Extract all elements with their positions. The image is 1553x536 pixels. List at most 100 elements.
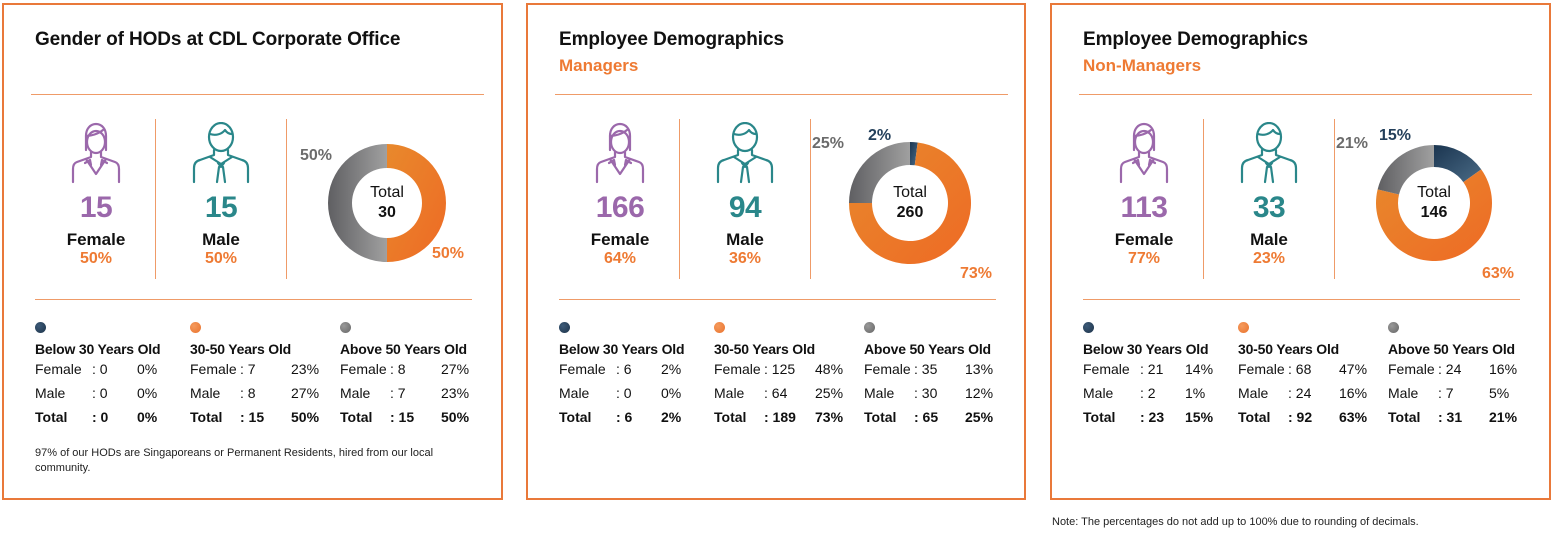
row-percent: 25% [965, 409, 994, 425]
age-donut-chart: Total 260 2% 73% 25% [812, 115, 1018, 295]
male-person-icon [1240, 122, 1298, 184]
donut-total-label: Total [893, 184, 927, 201]
donut-label-30-50-years-old: 50% [432, 245, 465, 262]
legend-dot-below-30 [559, 322, 570, 333]
donut-center-total: Total 260 [870, 183, 950, 223]
donut-total-value: 30 [378, 204, 396, 221]
age-row-total: Total: 189 73% [714, 405, 843, 429]
female-label: Female [1114, 230, 1174, 249]
row-key: Female [1388, 361, 1435, 377]
age-group-30-50: 30-50 Years Old Female: 68 47% Male: 24 16… [1238, 322, 1367, 429]
female-person-icon [71, 122, 121, 184]
row-percent: 5% [1489, 385, 1510, 401]
row-count: : 2 [1140, 385, 1156, 401]
age-group-heading: Above 50 Years Old [340, 341, 467, 357]
age-row-male: Male: 0 0% [35, 381, 160, 405]
age-row-male: Male: 7 23% [340, 381, 469, 405]
male-count: 33 [1252, 191, 1286, 224]
age-row-total: Total: 65 25% [864, 405, 994, 429]
donut-slice-30-50-years-old [1376, 169, 1492, 261]
divider [679, 119, 680, 279]
male-label: Male [1250, 230, 1288, 249]
age-row-male: Male: 64 25% [714, 381, 843, 405]
age-group-above-50: Above 50 Years Old Female: 35 13% Male: 3… [864, 322, 994, 429]
age-group-heading: 30-50 Years Old [1238, 341, 1340, 357]
non-managers-demographics-panel: Employee Demographics Non-Managers 113 F… [1050, 3, 1551, 500]
row-key: Female [1238, 361, 1285, 377]
age-donut-chart: Total 146 15% 63% 21% [1336, 115, 1542, 295]
divider [1079, 94, 1532, 95]
female-stat: 166 Female 64% [560, 122, 680, 268]
age-row-female: Female: 7 23% [190, 357, 319, 381]
age-row-male: Male: 8 27% [190, 381, 319, 405]
row-count: : 21 [1140, 361, 1164, 377]
row-percent: 0% [137, 385, 158, 401]
row-percent: 0% [137, 361, 158, 377]
row-percent: 27% [441, 361, 470, 377]
row-count: : 68 [1288, 361, 1312, 377]
row-key: Female [559, 361, 606, 377]
row-percent: 16% [1339, 385, 1368, 401]
row-key: Total [340, 409, 373, 425]
row-count: : 125 [764, 361, 796, 377]
female-percent: 64% [603, 250, 637, 267]
male-percent: 23% [1252, 250, 1286, 267]
row-percent: 0% [137, 409, 158, 425]
donut-label-above-50-years-old: 21% [1336, 135, 1369, 152]
age-group-heading: Below 30 Years Old [35, 341, 161, 357]
divider [35, 299, 472, 300]
donut-total-value: 260 [896, 204, 924, 221]
age-row-total: Total: 6 2% [559, 405, 684, 429]
row-key: Total [190, 409, 223, 425]
row-count: : 8 [390, 361, 406, 377]
row-percent: 23% [291, 361, 320, 377]
donut-label-above-50-years-old: 25% [812, 135, 845, 152]
rounding-note: Note: The percentages do not add up to 1… [1052, 516, 1419, 528]
row-count: : 0 [92, 361, 108, 377]
male-label: Male [202, 230, 240, 249]
donut-slice-above-50-years-old [849, 142, 910, 203]
divider [555, 94, 1008, 95]
donut-slice-above-50-years-old [1377, 145, 1434, 195]
age-row-total: Total: 31 21% [1388, 405, 1517, 429]
panel-footnote: 97% of our HODs are Singaporeans or Perm… [35, 447, 434, 474]
legend-dot-above-50 [864, 322, 875, 333]
age-row-female: Female: 24 16% [1388, 357, 1517, 381]
donut-label-30-50-years-old: 73% [960, 265, 993, 282]
row-percent: 48% [815, 361, 844, 377]
divider [31, 94, 484, 95]
panel-title: Employee Demographics [1083, 29, 1308, 50]
female-person-icon [595, 122, 645, 184]
row-percent: 50% [291, 409, 320, 425]
age-row-total: Total: 0 0% [35, 405, 160, 429]
donut-label-30-50-years-old: 63% [1482, 265, 1515, 282]
age-group-heading: Below 30 Years Old [559, 341, 685, 357]
managers-demographics-panel: Employee Demographics Managers 166 Femal… [526, 3, 1026, 500]
row-count: : 24 [1438, 361, 1462, 377]
panel-title: Gender of HODs at CDL Corporate Office [35, 29, 401, 50]
legend-dot-30-50 [1238, 322, 1249, 333]
male-label: Male [726, 230, 764, 249]
row-percent: 25% [815, 385, 844, 401]
row-count: : 24 [1288, 385, 1312, 401]
age-group-below-30: Below 30 Years Old Female: 0 0% Male: 0 0%… [35, 322, 161, 429]
age-group-heading: 30-50 Years Old [714, 341, 816, 357]
row-percent: 2% [661, 409, 682, 425]
female-count: 15 [79, 191, 113, 224]
row-count: : 0 [92, 409, 109, 425]
divider [1334, 119, 1335, 279]
row-key: Male [190, 385, 221, 401]
donut-label-below-30-years-old: 2% [868, 127, 892, 144]
donut-slice-below-30-years-old [1434, 145, 1482, 183]
legend-dot-above-50 [1388, 322, 1399, 333]
age-group-30-50: 30-50 Years Old Female: 125 48% Male: 64 2… [714, 322, 843, 429]
donut-label-above-50-years-old: 50% [300, 147, 333, 164]
male-stat: 15 Male 50% [161, 122, 281, 268]
row-count: : 15 [240, 409, 265, 425]
row-percent: 1% [1185, 385, 1206, 401]
male-count: 94 [728, 191, 762, 224]
male-percent: 36% [728, 250, 762, 267]
row-key: Total [1238, 409, 1271, 425]
donut-slice-above-50-years-old [328, 144, 387, 262]
divider [286, 119, 287, 279]
